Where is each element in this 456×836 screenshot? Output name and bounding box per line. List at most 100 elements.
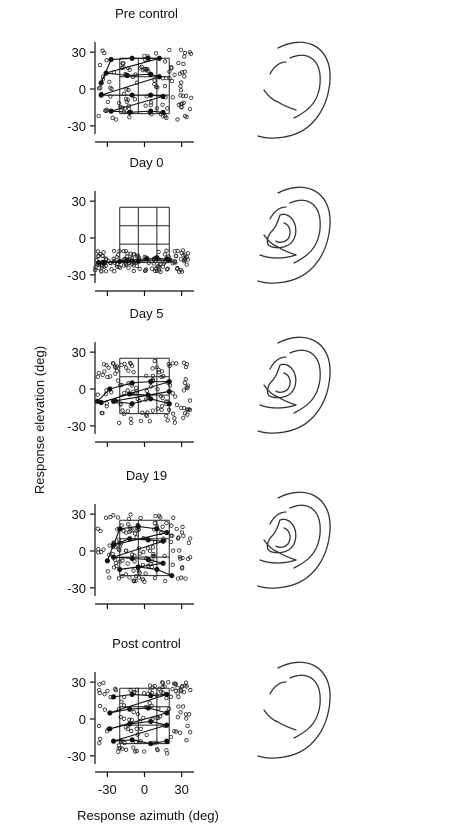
response-point — [176, 102, 181, 107]
mean-response-point — [108, 108, 114, 114]
chart-panel: Day 19 30 0 -30 — [67, 468, 194, 609]
x-axis-label: Response azimuth (deg) — [77, 808, 219, 823]
response-grid-line — [138, 566, 157, 570]
x-tick-label: -30 — [98, 782, 117, 797]
response-point — [99, 264, 105, 269]
response-point — [188, 51, 193, 56]
mean-response-point — [145, 537, 151, 543]
response-grid-line — [109, 708, 130, 714]
response-point — [154, 51, 159, 56]
response-point — [169, 523, 174, 528]
response-grid-line — [129, 110, 151, 113]
mean-response-point — [98, 399, 104, 406]
response-point — [141, 549, 146, 555]
response-point — [173, 688, 178, 694]
response-point — [95, 392, 100, 397]
response-point — [103, 263, 108, 268]
response-point — [146, 69, 151, 74]
ear-outline — [257, 336, 331, 434]
mean-response-point — [107, 726, 113, 732]
response-point — [181, 533, 186, 538]
response-grid-line — [156, 568, 172, 577]
response-point — [108, 514, 113, 520]
response-grid-line — [129, 538, 149, 541]
response-point — [116, 749, 121, 754]
ear-concha — [263, 61, 297, 111]
y-tick-label: 30 — [72, 675, 86, 690]
chart-panel: Day 0 30 0 -30 — [67, 155, 194, 296]
mean-response-point — [101, 259, 107, 266]
response-point — [178, 710, 183, 715]
response-point — [164, 248, 169, 253]
response-point — [112, 364, 117, 369]
response-point — [150, 553, 156, 559]
response-point — [182, 74, 187, 79]
ear-mold-edge — [259, 559, 297, 564]
response-point — [98, 736, 103, 741]
response-point — [106, 365, 111, 370]
response-grid-line — [110, 95, 164, 112]
response-grid-line — [113, 693, 133, 698]
chart-panel: Pre control 30 0 -30 — [67, 6, 194, 147]
response-point — [183, 680, 189, 685]
response-point — [116, 100, 122, 106]
response-point — [166, 362, 171, 367]
response-point — [182, 50, 188, 56]
response-grid-line — [150, 740, 167, 745]
ear-concha — [263, 681, 297, 731]
response-grid-line — [119, 525, 139, 530]
response-point — [165, 751, 170, 756]
response-point — [176, 694, 181, 699]
response-point — [162, 252, 167, 257]
ear-normal-icon — [257, 41, 331, 139]
response-point — [158, 394, 164, 399]
response-point — [182, 258, 187, 264]
response-point — [129, 728, 134, 734]
mean-response-point — [110, 694, 117, 700]
response-point — [181, 93, 186, 98]
response-point — [100, 253, 105, 258]
response-point — [116, 537, 121, 542]
response-point — [188, 687, 193, 693]
response-point — [163, 578, 168, 584]
response-grid-line — [111, 57, 133, 61]
mean-response-point — [127, 706, 133, 712]
response-point — [187, 712, 192, 717]
response-point — [171, 515, 176, 520]
response-point — [93, 268, 98, 273]
mean-response-point — [145, 392, 151, 398]
ear-outline — [257, 661, 331, 759]
y-tick-label: -30 — [67, 749, 86, 764]
mean-response-point — [129, 55, 135, 61]
response-point — [100, 411, 105, 416]
mean-response-point — [154, 566, 160, 573]
mean-response-point — [154, 255, 160, 261]
response-point — [182, 113, 188, 119]
ear-helix-inner — [289, 349, 321, 414]
response-point — [184, 262, 189, 267]
response-point — [178, 93, 183, 98]
response-point — [101, 547, 106, 552]
response-point — [181, 388, 187, 393]
response-point — [185, 412, 190, 417]
response-point — [110, 115, 115, 120]
response-grid-line — [113, 724, 167, 742]
response-point — [179, 104, 184, 109]
response-point — [102, 692, 107, 697]
mean-response-point — [166, 388, 172, 395]
response-point — [170, 562, 175, 567]
response-grid-line — [150, 398, 170, 405]
response-grid-line — [109, 693, 167, 714]
response-point — [142, 53, 147, 58]
response-point — [132, 559, 137, 564]
response-point — [175, 685, 180, 690]
response-point — [104, 363, 109, 368]
response-grid-line — [148, 707, 167, 714]
response-point — [165, 418, 170, 423]
response-point — [105, 569, 110, 574]
response-point — [115, 515, 121, 520]
response-point — [96, 371, 101, 376]
response-point — [137, 266, 142, 271]
response-point — [129, 420, 134, 426]
response-point — [159, 369, 165, 374]
